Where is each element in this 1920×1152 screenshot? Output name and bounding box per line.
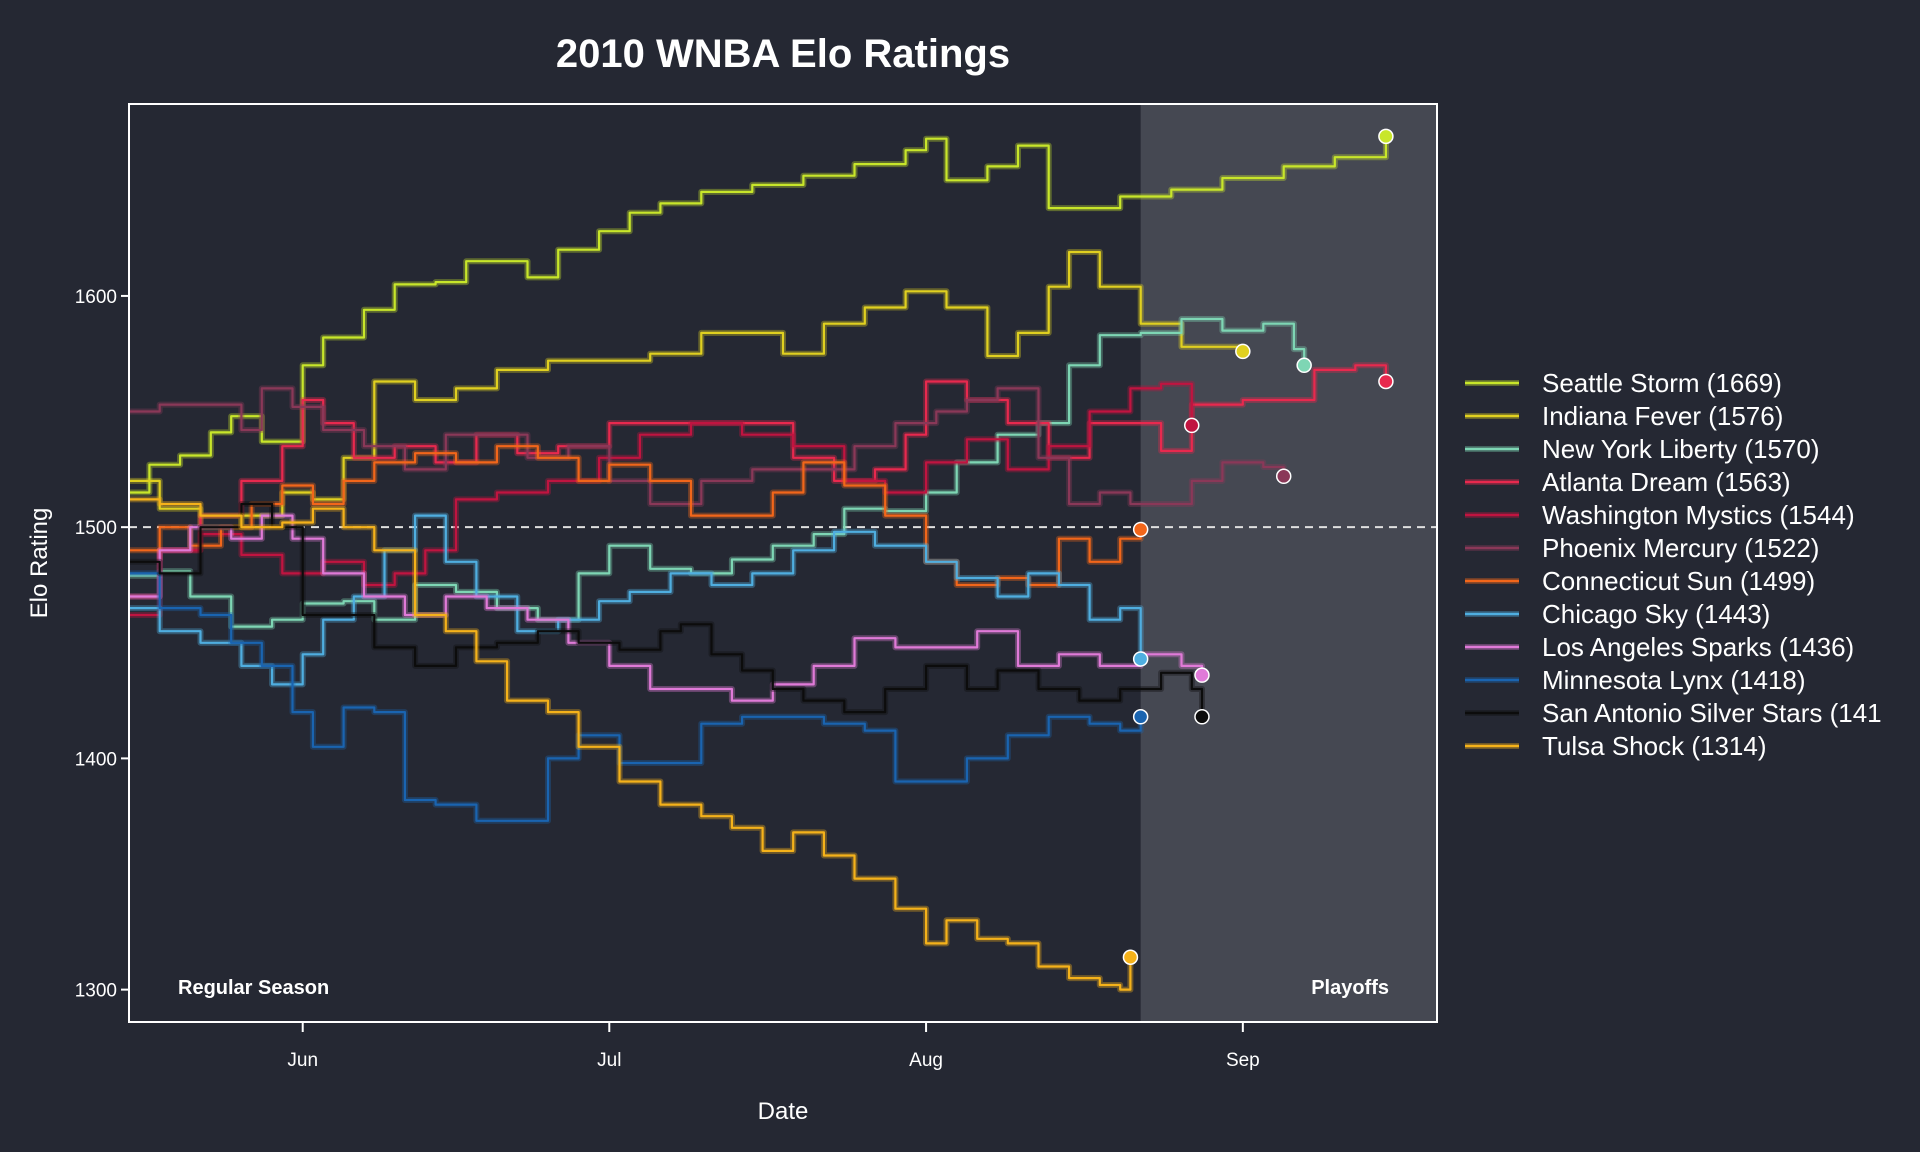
series-line [129, 496, 1134, 993]
series-path [129, 502, 1204, 717]
series-endpoint [1132, 709, 1149, 725]
x-tick-label: Aug [909, 1050, 943, 1071]
series-endpoint [1132, 521, 1149, 538]
x-tick-label: Sep [1226, 1050, 1260, 1071]
series-path [129, 514, 1142, 686]
legend-item: Tulsa Shock (1314) [1465, 731, 1766, 761]
series-path [129, 387, 1285, 506]
series-path [129, 382, 1193, 617]
series-endpoint [1378, 373, 1394, 390]
series-endpoint [1378, 128, 1394, 145]
regular-season-label: Regular Season [178, 977, 329, 999]
legend-label: Atlanta Dream (1563) [1542, 467, 1791, 497]
x-axis: Jun Jul Aug Sep [287, 1022, 1260, 1071]
legend-label: Minnesota Lynx (1418) [1542, 665, 1806, 695]
series-layer [129, 135, 1389, 993]
legend-label: San Antonio Silver Stars (141 [1542, 698, 1882, 728]
series-endpoint [1184, 417, 1200, 434]
y-tick-label: 1500 [75, 518, 117, 539]
series-endpoint [1296, 357, 1312, 374]
y-axis-label: Elo Rating [26, 508, 53, 619]
legend-label: New York Liberty (1570) [1542, 434, 1819, 464]
legend-item: New York Liberty (1570) [1465, 434, 1819, 464]
series-line [129, 380, 1195, 618]
legend-label: Los Angeles Sparks (1436) [1542, 632, 1854, 662]
y-tick-label: 1300 [75, 981, 117, 1002]
series-path [129, 514, 1204, 702]
legend-item: Los Angeles Sparks (1436) [1465, 632, 1854, 662]
series-line [129, 512, 1205, 704]
x-tick-label: Jun [287, 1050, 318, 1071]
series-path [129, 498, 1132, 991]
series-line [129, 443, 1144, 588]
legend-item: Connecticut Sun (1499) [1465, 566, 1815, 596]
legend-label: Chicago Sky (1443) [1542, 599, 1770, 629]
x-tick-label: Jul [597, 1050, 621, 1071]
series-endpoint [1194, 709, 1210, 725]
series-path [129, 445, 1142, 587]
legend-item: San Antonio Silver Stars (141 [1465, 698, 1882, 728]
legend-item: Seattle Storm (1669) [1465, 368, 1782, 398]
plot-area: Regular Season Playoffs [128, 103, 1438, 1023]
playoffs-band [1140, 104, 1437, 1022]
series-line [129, 512, 1144, 688]
legend-item: Phoenix Mercury (1522) [1465, 533, 1819, 563]
legend-item: Chicago Sky (1443) [1465, 599, 1770, 629]
legend-item: Minnesota Lynx (1418) [1465, 665, 1806, 695]
series-endpoint [1194, 667, 1210, 683]
endpoint-layer [1122, 128, 1394, 966]
y-tick-label: 1400 [75, 749, 117, 770]
legend-item: Atlanta Dream (1563) [1465, 467, 1791, 497]
legend: Seattle Storm (1669)Indiana Fever (1576)… [1465, 368, 1882, 761]
series-line [129, 501, 1205, 717]
series-endpoint [1275, 468, 1292, 485]
series-line [129, 316, 1308, 630]
y-axis: 1300 1400 1500 1600 [75, 104, 130, 1022]
x-axis-label: Date [758, 1098, 809, 1125]
legend-label: Connecticut Sun (1499) [1542, 566, 1815, 596]
series-endpoint [1235, 343, 1251, 360]
legend-label: Indiana Fever (1576) [1542, 401, 1783, 431]
y-tick-label: 1600 [75, 287, 117, 308]
legend-label: Seattle Storm (1669) [1542, 368, 1782, 398]
legend-label: Tulsa Shock (1314) [1542, 731, 1766, 761]
legend-label: Washington Mystics (1544) [1542, 500, 1855, 530]
series-path [129, 317, 1306, 628]
series-endpoint [1132, 651, 1149, 667]
series-endpoint [1122, 949, 1139, 966]
series-line [129, 385, 1287, 507]
legend-item: Indiana Fever (1576) [1465, 401, 1783, 431]
legend-label: Phoenix Mercury (1522) [1542, 533, 1819, 563]
legend-item: Washington Mystics (1544) [1465, 500, 1855, 530]
chart-title: 2010 WNBA Elo Ratings [556, 32, 1010, 76]
playoffs-label: Playoffs [1311, 977, 1389, 999]
